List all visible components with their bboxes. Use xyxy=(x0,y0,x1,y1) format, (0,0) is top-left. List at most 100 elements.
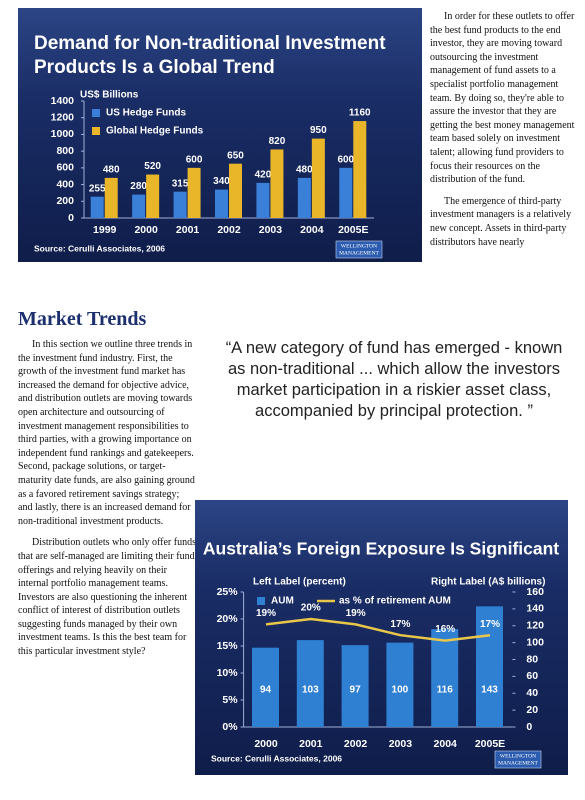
data-label: 17% xyxy=(390,619,410,630)
bar xyxy=(270,149,284,218)
data-label: 480 xyxy=(103,165,120,176)
bar xyxy=(297,177,311,218)
chart-source: Source: Cerulli Associates, 2006 xyxy=(211,753,342,763)
x-tick-label: 2005E xyxy=(475,738,505,750)
x-tick-label: 1999 xyxy=(93,224,117,236)
y2-tick-label: 120 xyxy=(526,620,544,632)
data-label: 16% xyxy=(435,624,455,635)
chart-title: Demand for Non-traditional Investment xyxy=(34,33,386,54)
legend-label: US Hedge Funds xyxy=(106,108,186,119)
chart-source: Source: Cerulli Associates, 2006 xyxy=(34,243,165,253)
legend-swatch xyxy=(92,109,100,117)
data-label: 17% xyxy=(480,619,500,630)
bar xyxy=(229,163,242,218)
y-tick-label: 800 xyxy=(56,145,74,157)
bar xyxy=(173,191,187,218)
x-tick-label: 2002 xyxy=(344,738,368,750)
data-label: 315 xyxy=(172,178,189,189)
data-label: 820 xyxy=(269,136,286,147)
line xyxy=(265,617,491,642)
x-tick-label: 2004 xyxy=(300,224,324,236)
y-tick-label: 600 xyxy=(56,162,74,174)
bar xyxy=(252,647,279,727)
y-tick-label: 20% xyxy=(217,613,239,625)
bar xyxy=(311,138,325,218)
x-tick-label: 2001 xyxy=(176,224,200,236)
x-tick-label: 2001 xyxy=(299,738,323,750)
data-label: 650 xyxy=(227,150,244,161)
data-label: 103 xyxy=(302,685,319,696)
bar xyxy=(132,194,146,218)
y-tick-label: 0 xyxy=(68,212,74,224)
data-label: 19% xyxy=(346,608,366,619)
chart-background xyxy=(195,500,568,775)
data-label: 97 xyxy=(350,685,362,696)
y-tick-label: 1000 xyxy=(51,128,75,140)
y-tick-label: 200 xyxy=(56,195,74,207)
chart-title: Products Is a Global Trend xyxy=(34,57,275,78)
y2-tick-label: 40 xyxy=(526,687,538,699)
bar xyxy=(104,177,118,218)
x-tick-label: 2000 xyxy=(254,738,278,750)
y-tick-label: 25% xyxy=(217,586,239,598)
bar xyxy=(296,640,324,727)
bar xyxy=(476,606,503,727)
chart: Australia’s Foreign Exposure Is Signific… xyxy=(195,500,568,775)
logo-text: MANAGEMENT xyxy=(498,760,538,766)
y2-tick-label: 100 xyxy=(526,636,544,648)
data-label: 340 xyxy=(213,176,230,187)
chart: Demand for Non-traditional Investment Pro… xyxy=(18,8,422,262)
y2-tick-label: 60 xyxy=(526,670,538,682)
bar xyxy=(431,629,459,727)
y-tick-label: 1400 xyxy=(51,95,75,107)
bar xyxy=(256,182,270,218)
paragraph: The emergence of third-party investment … xyxy=(430,195,572,248)
y-tick-label: 10% xyxy=(217,667,239,679)
chart-title: Australia’s Foreign Exposure Is Signific… xyxy=(203,539,559,559)
logo-box xyxy=(494,750,542,769)
bar xyxy=(90,196,104,218)
axis-label: Left Label (percent) xyxy=(253,577,346,588)
paragraph: In this section we outline three trends … xyxy=(18,339,195,527)
logo-text: WELLINGTON xyxy=(341,243,377,249)
data-label: 116 xyxy=(437,685,454,696)
bar xyxy=(386,642,414,727)
data-label: 950 xyxy=(310,125,327,136)
pull-quote: “A new category of fund has emerged - kn… xyxy=(225,339,563,420)
data-label: 19% xyxy=(256,608,276,619)
y-tick-label: 1200 xyxy=(51,111,75,123)
data-label: 100 xyxy=(392,685,409,696)
x-tick-label: 2005E xyxy=(338,224,368,236)
y2-tick-label: 140 xyxy=(526,603,544,615)
data-label: 94 xyxy=(260,685,272,696)
data-label: 255 xyxy=(89,183,106,194)
x-tick-label: 2004 xyxy=(434,738,458,750)
y2-tick-label: 160 xyxy=(526,586,544,598)
legend-swatch xyxy=(92,127,100,135)
bar xyxy=(353,121,367,218)
section-heading: Market Trends xyxy=(18,308,147,330)
data-label: 480 xyxy=(296,165,313,176)
bar xyxy=(187,167,201,218)
data-label: 600 xyxy=(186,154,203,165)
bar xyxy=(215,189,228,218)
data-label: 20% xyxy=(301,603,321,614)
left-column: In this section we outline three trends … xyxy=(18,338,196,667)
y2-tick-label: 0 xyxy=(526,721,532,733)
y-tick-label: 15% xyxy=(217,640,239,652)
data-label: 1160 xyxy=(349,108,371,119)
axis-label: Right Label (A$ billions) xyxy=(431,577,545,588)
legend-label: Global Hedge Funds xyxy=(106,126,204,137)
y2-tick-label: 20 xyxy=(526,704,538,716)
x-tick-label: 2003 xyxy=(389,738,413,750)
bar xyxy=(339,167,353,218)
data-label: 520 xyxy=(144,161,161,172)
axis-label: US$ Billions xyxy=(80,90,139,101)
logo-text: MANAGEMENT xyxy=(339,250,379,256)
y2-tick-label: 80 xyxy=(526,653,538,665)
data-label: 143 xyxy=(481,685,498,696)
x-tick-label: 2002 xyxy=(217,224,241,236)
logo-text: WELLINGTON xyxy=(500,753,536,759)
data-label: 600 xyxy=(337,154,354,165)
